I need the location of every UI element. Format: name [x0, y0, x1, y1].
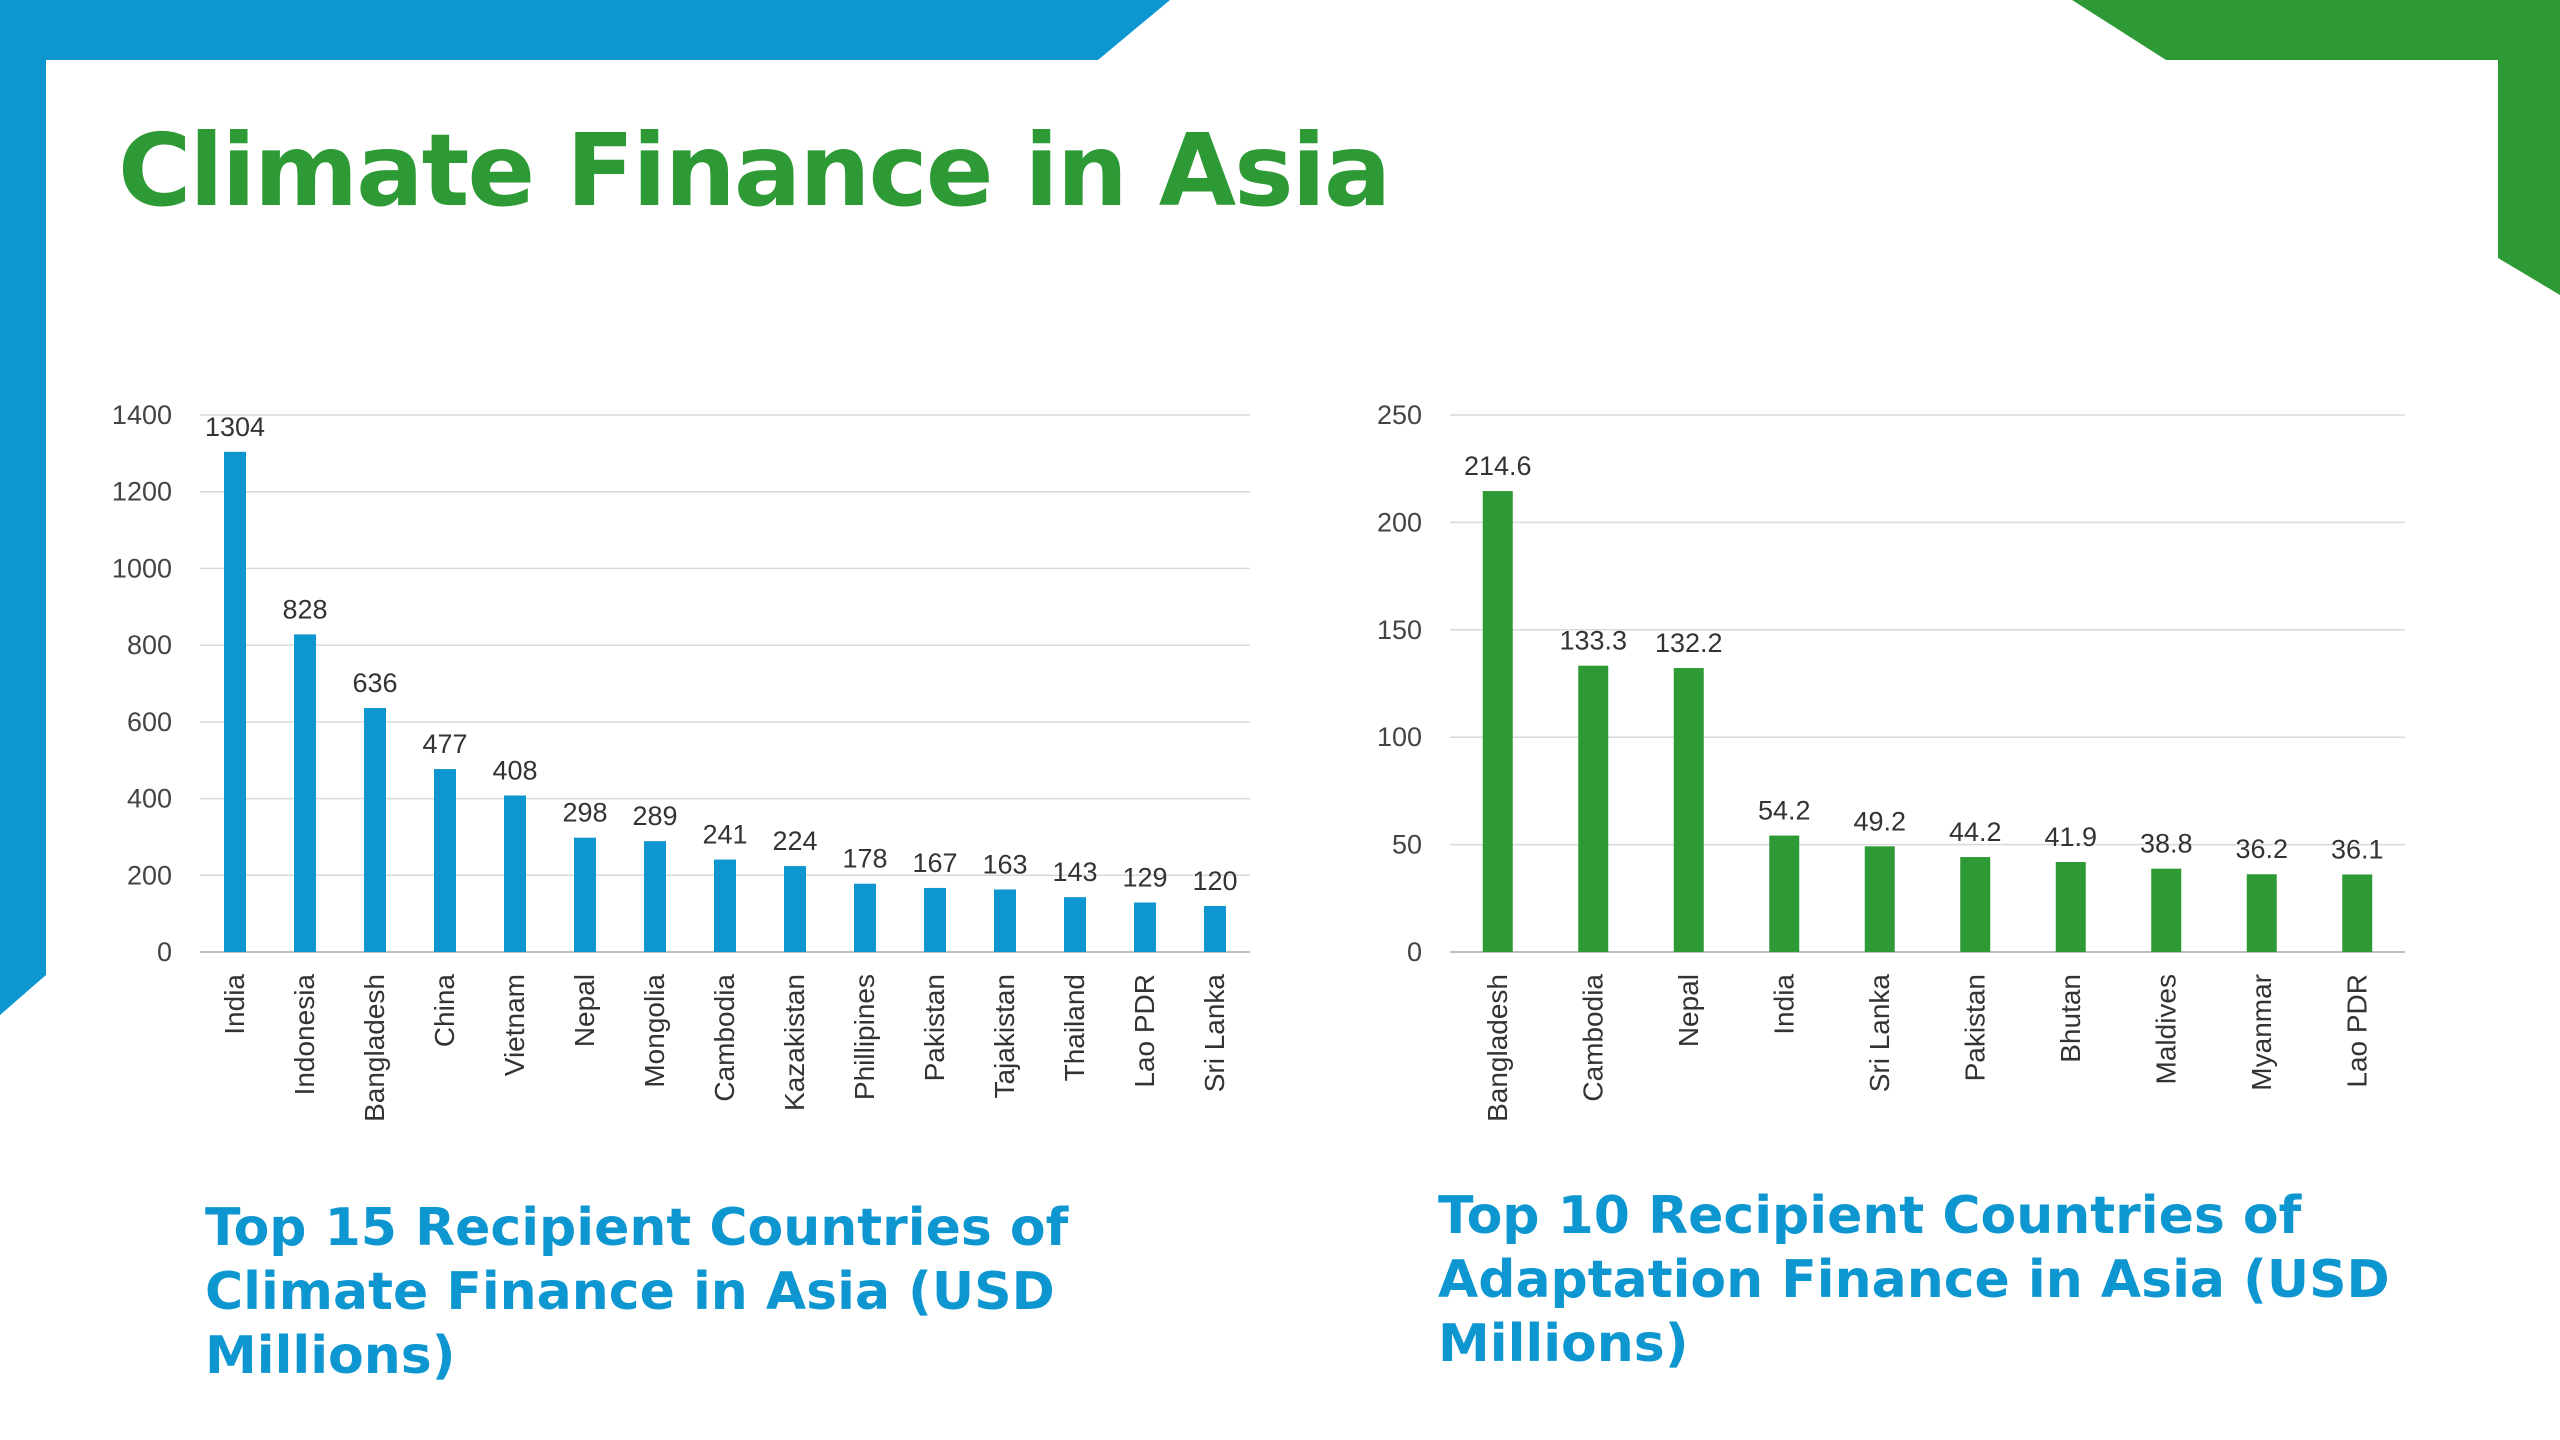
- y-tick-label: 1200: [112, 477, 172, 507]
- data-label: 143: [1052, 857, 1097, 887]
- data-label: 54.2: [1758, 796, 1811, 826]
- bar: [1482, 491, 1513, 952]
- bar: [994, 889, 1016, 952]
- page-title: Climate Finance in Asia: [118, 112, 1391, 229]
- x-tick-label: Vietnam: [499, 974, 530, 1076]
- bar: [224, 451, 246, 952]
- x-tick-label: Pakistan: [1959, 974, 1990, 1081]
- y-tick-label: 0: [157, 937, 172, 967]
- data-label: 828: [282, 594, 327, 624]
- x-tick-label: Tajakistan: [989, 974, 1020, 1099]
- x-tick-label: Thailand: [1059, 974, 1090, 1081]
- bar: [2342, 874, 2373, 952]
- bar: [924, 887, 946, 952]
- x-tick-label: Lao PDR: [1129, 974, 1160, 1088]
- bar: [784, 866, 806, 952]
- data-label: 163: [982, 849, 1027, 879]
- x-tick-label: Lao PDR: [2341, 974, 2372, 1088]
- x-tick-label: Bangladesh: [1482, 974, 1513, 1122]
- y-tick-label: 600: [127, 707, 172, 737]
- data-label: 36.2: [2235, 834, 2288, 864]
- bar: [1864, 846, 1895, 952]
- chart-top15-climate-finance: 0 200 400 600 800 1000 1200 1400 1304 India 828 Ind…: [60, 380, 1260, 1170]
- y-tick-label: 0: [1407, 937, 1422, 967]
- bar: [294, 634, 316, 952]
- data-label: 41.9: [2044, 822, 2097, 852]
- data-label: 224: [772, 826, 817, 856]
- data-label: 44.2: [1949, 817, 2002, 847]
- bar: [1578, 665, 1609, 952]
- x-tick-label: Cambodia: [709, 974, 740, 1102]
- bar: [2246, 874, 2277, 952]
- x-tick-label: Kazakistan: [779, 974, 810, 1111]
- data-label: 120: [1192, 866, 1237, 896]
- data-label: 636: [352, 668, 397, 698]
- data-label: 214.6: [1464, 451, 1532, 481]
- data-label: 1304: [205, 412, 265, 442]
- bar: [1204, 905, 1226, 952]
- x-tick-label: Sri Lanka: [1864, 974, 1895, 1093]
- x-tick-label: Nepal: [569, 974, 600, 1047]
- data-label: 132.2: [1655, 628, 1723, 658]
- data-label: 36.1: [2331, 834, 2384, 864]
- x-tick-label: Bangladesh: [359, 974, 390, 1122]
- bar: [574, 837, 596, 952]
- bar: [1673, 668, 1704, 952]
- data-label: 241: [702, 820, 747, 850]
- data-label: 38.8: [2140, 829, 2193, 859]
- y-tick-label: 100: [1377, 722, 1422, 752]
- x-tick-label: Cambodia: [1577, 974, 1608, 1102]
- x-tick-label: Indonesia: [289, 974, 320, 1096]
- y-tick-label: 250: [1377, 400, 1422, 430]
- x-tick-label: India: [1768, 974, 1799, 1035]
- bar: [2151, 868, 2182, 952]
- bar: [364, 708, 386, 952]
- y-tick-label: 200: [127, 860, 172, 890]
- y-tick-label: 50: [1392, 830, 1422, 860]
- chart-top10-adaptation-finance: 0 50 100 150 200 250 214.6 Bangladesh 133.3 Cambo…: [1335, 380, 2455, 1170]
- y-tick-label: 1000: [112, 553, 172, 583]
- x-tick-label: Phillipines: [849, 974, 880, 1100]
- x-tick-label: Myanmar: [2246, 974, 2277, 1091]
- x-tick-label: Bhutan: [2055, 974, 2086, 1063]
- bar: [1960, 857, 1991, 952]
- green-corner-band: [2072, 0, 2560, 295]
- x-tick-label: Sri Lanka: [1199, 974, 1230, 1093]
- y-tick-label: 400: [127, 784, 172, 814]
- data-label: 408: [492, 756, 537, 786]
- chart-svg: 0 200 400 600 800 1000 1200 1400 1304 India 828 Ind…: [112, 400, 1250, 1122]
- bar: [854, 883, 876, 952]
- bar: [504, 795, 526, 952]
- y-tick-label: 800: [127, 630, 172, 660]
- x-tick-label: Maldives: [2150, 974, 2181, 1084]
- x-tick-label: India: [219, 974, 250, 1035]
- chart-caption-climate-finance: Top 15 Recipient Countries of Climate Fi…: [205, 1198, 1069, 1386]
- bar: [434, 769, 456, 952]
- y-tick-label: 1400: [112, 400, 172, 430]
- data-label: 49.2: [1853, 806, 1906, 836]
- chart-svg: 0 50 100 150 200 250 214.6 Bangladesh 133.3 Cambo…: [1377, 400, 2405, 1122]
- x-tick-label: Mongolia: [639, 974, 670, 1088]
- data-label: 298: [562, 798, 607, 828]
- bar: [714, 859, 736, 952]
- x-tick-label: China: [429, 974, 460, 1048]
- x-tick-label: Nepal: [1673, 974, 1704, 1047]
- y-tick-label: 150: [1377, 615, 1422, 645]
- x-tick-label: Pakistan: [919, 974, 950, 1081]
- bar: [644, 841, 666, 952]
- data-label: 167: [912, 848, 957, 878]
- bar: [1769, 835, 1800, 952]
- data-label: 133.3: [1559, 626, 1627, 656]
- chart-caption-adaptation-finance: Top 10 Recipient Countries of Adaptation…: [1438, 1186, 2390, 1374]
- data-label: 477: [422, 729, 467, 759]
- data-label: 129: [1122, 863, 1167, 893]
- bar: [1134, 902, 1156, 952]
- bar: [1064, 897, 1086, 952]
- bar: [2055, 861, 2086, 952]
- y-tick-label: 200: [1377, 507, 1422, 537]
- data-label: 178: [842, 844, 887, 874]
- data-label: 289: [632, 801, 677, 831]
